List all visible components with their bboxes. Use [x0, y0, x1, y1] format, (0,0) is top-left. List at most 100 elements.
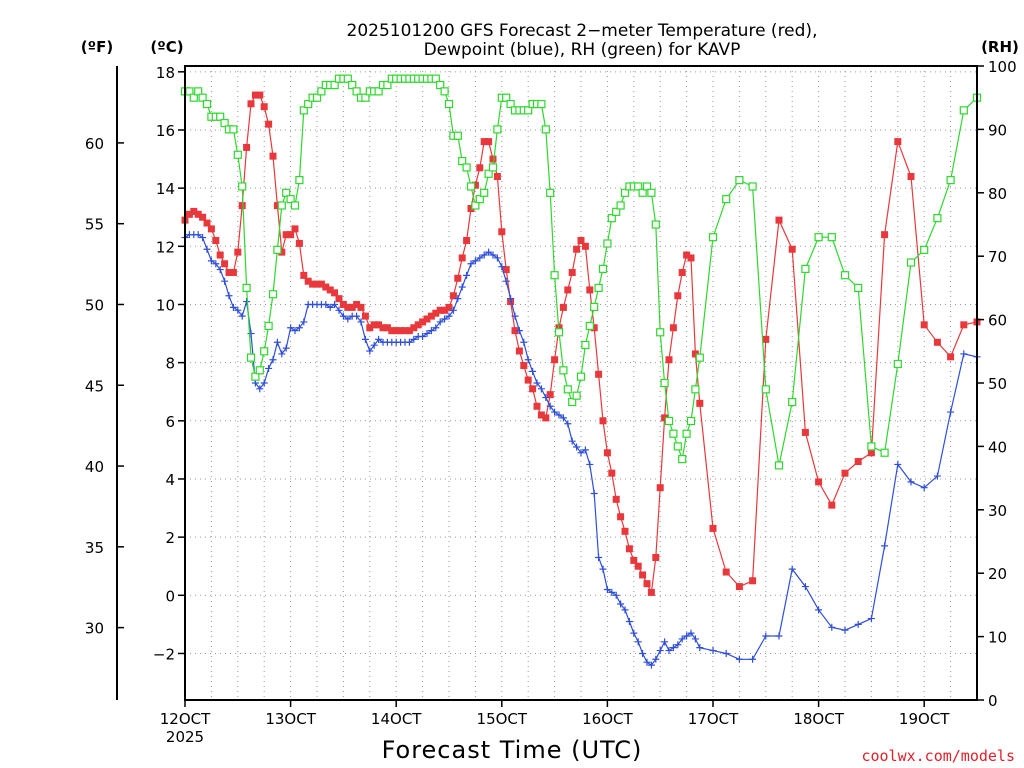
temperature-point — [247, 100, 255, 108]
rh-point — [933, 214, 942, 223]
dewpoint-point — [612, 591, 620, 599]
rh-point — [959, 106, 968, 115]
rh-point — [722, 195, 731, 204]
rh-tick-label: 30 — [988, 502, 1007, 520]
rh-tick-label: 80 — [988, 185, 1007, 203]
dewpoint-point — [344, 315, 352, 323]
temperature-point — [278, 248, 286, 256]
temperature-point — [353, 300, 361, 308]
dewpoint-point — [463, 271, 471, 279]
rh-point — [660, 378, 669, 388]
dewpoint-point — [577, 449, 585, 457]
rh-point — [431, 74, 440, 83]
rh-point — [264, 321, 273, 331]
temperature-point — [920, 321, 928, 329]
temperature-point — [520, 362, 528, 370]
dewpoint-point — [480, 251, 488, 259]
dewpoint-point — [542, 394, 550, 402]
rh-point — [251, 372, 260, 381]
dewpoint-point — [669, 644, 677, 652]
rh-tick-label: 90 — [988, 121, 1007, 139]
rh-point — [673, 442, 682, 451]
dewpoint-point — [881, 542, 889, 550]
temperature-point — [322, 283, 330, 291]
rh-point — [233, 150, 242, 159]
rh-point — [194, 87, 203, 96]
rh-point — [647, 188, 656, 197]
rh-point — [444, 99, 454, 109]
rh-point — [664, 416, 674, 426]
dewpoint-point — [546, 402, 554, 410]
dewpoint-point — [339, 312, 347, 320]
temperature-point — [238, 202, 246, 210]
rh-point — [541, 125, 550, 134]
temperature-point — [273, 202, 281, 210]
temperature-point — [313, 280, 321, 288]
temperature-point — [546, 391, 554, 399]
temperature-point — [639, 571, 647, 579]
dewpoint-point — [643, 658, 651, 666]
temperature-point — [251, 91, 259, 99]
rh-point — [383, 80, 392, 90]
rh-point — [620, 188, 630, 197]
dewpoint-point — [295, 324, 303, 332]
rh-point — [691, 385, 700, 394]
rh-point — [304, 99, 313, 109]
rh-point — [656, 328, 665, 337]
celsius-tick-label: 2 — [165, 529, 175, 547]
temperature-point — [608, 469, 616, 477]
temperature-point — [573, 245, 581, 253]
temperature-point — [485, 138, 493, 146]
rh-point — [735, 176, 744, 185]
temperature-point — [229, 268, 237, 276]
dewpoint-point — [199, 234, 207, 242]
temperature-point — [458, 254, 466, 262]
rh-point — [814, 233, 823, 242]
celsius-tick-label: 12 — [156, 238, 175, 256]
temperature-point — [326, 286, 334, 294]
dewpoint-point — [683, 632, 691, 640]
rh-point — [198, 93, 207, 102]
rh-point — [246, 353, 256, 362]
dewpoint-point — [194, 231, 202, 239]
temperature-point — [419, 318, 427, 326]
temperature-point — [564, 286, 572, 294]
temperature-point — [463, 236, 471, 244]
temperature-point — [300, 271, 308, 279]
temperature-point — [423, 315, 431, 323]
rh-tick-label: 100 — [988, 58, 1017, 76]
temperature-point — [665, 356, 673, 364]
time-tick-label: 17OCT — [688, 710, 739, 728]
rh-point — [312, 93, 322, 102]
rh-point — [260, 347, 269, 356]
temperature-point — [493, 173, 501, 181]
temperature-point — [221, 260, 229, 268]
dewpoint-point — [326, 303, 334, 311]
temperature-point — [203, 219, 211, 227]
dewpoint-point — [291, 327, 299, 335]
temperature-point — [568, 268, 576, 276]
temperature-point — [612, 495, 620, 503]
rh-point — [893, 359, 902, 369]
time-tick-year: 2025 — [166, 728, 204, 746]
time-tick-label: 13OCT — [265, 710, 316, 728]
temperature-point — [674, 292, 682, 300]
temperature-point — [722, 568, 730, 576]
temperature-point — [788, 245, 796, 253]
dewpoint-point — [493, 254, 501, 262]
rh-point — [524, 106, 533, 115]
rh-point — [480, 188, 489, 197]
temperature-point — [590, 324, 598, 332]
temperature-point — [331, 289, 339, 297]
rh-point — [537, 99, 546, 109]
temperature-point — [370, 321, 378, 329]
dewpoint-point — [581, 446, 589, 454]
dewpoint-point — [947, 408, 955, 416]
temperature-point — [309, 280, 317, 288]
dewpoint-point — [625, 617, 633, 625]
dewpoint-point — [427, 327, 435, 335]
rh-point — [484, 169, 493, 178]
temperature-point — [625, 545, 633, 553]
temperature-point — [361, 312, 369, 320]
dewpoint-point — [221, 277, 229, 285]
